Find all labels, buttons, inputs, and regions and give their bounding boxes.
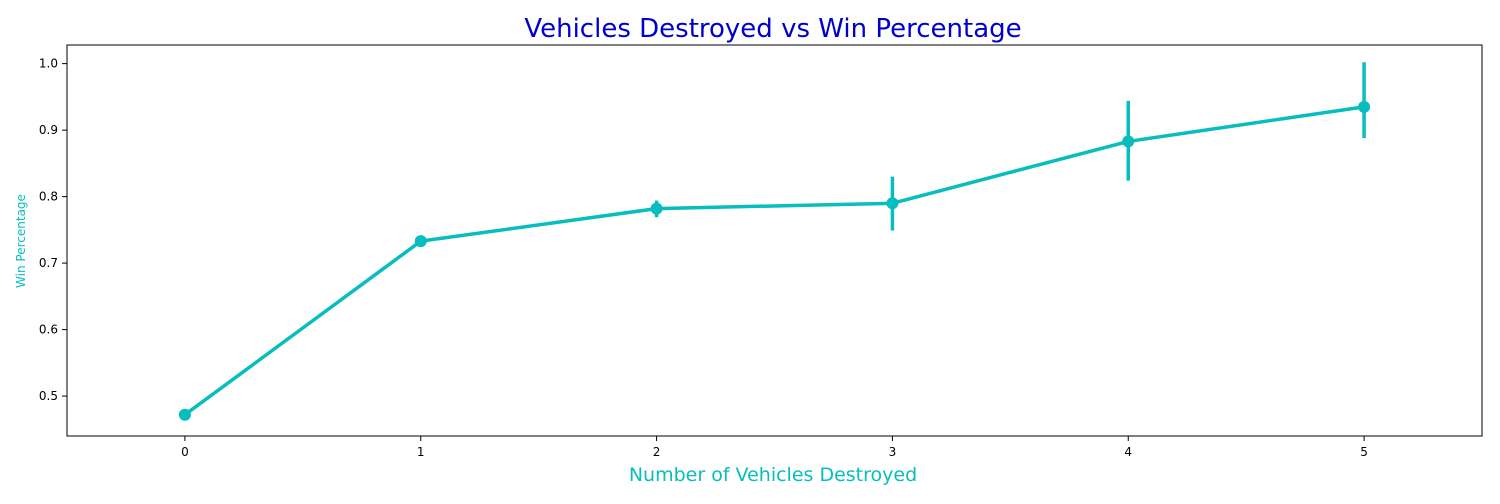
data-point (1122, 135, 1135, 148)
y-tick-label: 0.6 (39, 323, 58, 337)
axes-frame (66, 44, 1483, 437)
data-point (178, 408, 191, 421)
x-tick-label: 2 (653, 445, 661, 459)
x-tick-label: 0 (181, 445, 189, 459)
x-axis-label: Number of Vehicles Destroyed (629, 464, 917, 486)
data-point (1358, 100, 1371, 113)
series-line (183, 105, 1365, 417)
chart-title: Vehicles Destroyed vs Win Percentage (524, 14, 1021, 44)
plot-area (178, 62, 1371, 421)
data-point (886, 197, 899, 210)
x-tick-label: 3 (889, 445, 897, 459)
y-axis: 0.5 0.6 0.7 0.8 0.9 1.0 (39, 57, 67, 403)
x-tick-label: 4 (1124, 445, 1132, 459)
x-tick-label: 1 (417, 445, 425, 459)
x-axis: 0 1 2 3 4 5 (181, 436, 1368, 459)
data-point (650, 202, 663, 215)
x-tick-label: 5 (1360, 445, 1368, 459)
y-axis-label: Win Percentage (14, 194, 28, 288)
data-point (414, 235, 427, 248)
y-tick-label: 1.0 (39, 57, 58, 71)
y-tick-label: 0.9 (39, 123, 58, 137)
y-tick-label: 0.7 (39, 256, 58, 270)
y-tick-label: 0.5 (39, 389, 58, 403)
y-tick-label: 0.8 (39, 190, 58, 204)
